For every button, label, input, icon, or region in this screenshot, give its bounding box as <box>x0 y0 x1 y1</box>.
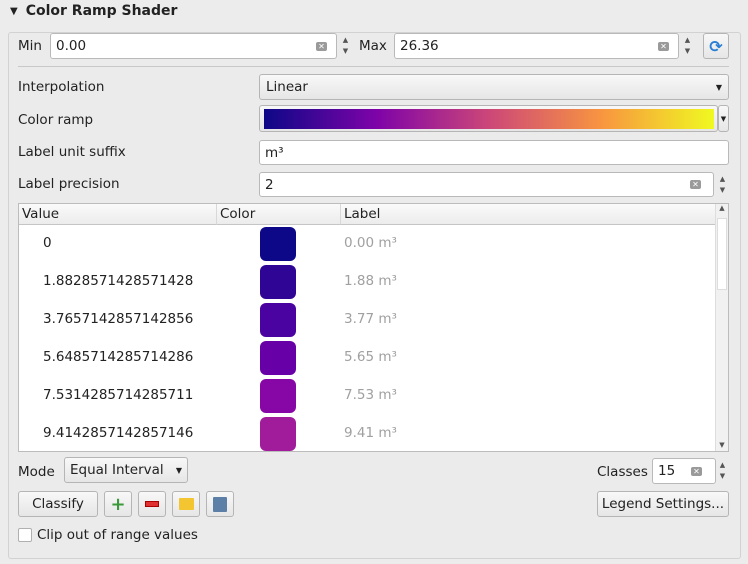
interpolation-value: Linear <box>266 79 308 95</box>
color-ramp-menu[interactable]: ▼ <box>718 105 729 132</box>
clear-icon[interactable]: ✕ <box>690 180 701 189</box>
row-value[interactable]: 7.5314285714285711 <box>43 387 194 403</box>
min-input[interactable]: 0.00 ✕ <box>50 33 337 59</box>
row-value[interactable]: 1.8828571428571428 <box>43 273 194 289</box>
row-label[interactable]: 9.41 m³ <box>344 425 397 441</box>
add-class-button[interactable]: + <box>104 491 132 517</box>
section-title: Color Ramp Shader <box>25 3 178 19</box>
row-value[interactable]: 5.6485714285714286 <box>43 349 194 365</box>
section-header[interactable]: ▼ Color Ramp Shader <box>10 3 177 19</box>
classify-button[interactable]: Classify <box>18 491 98 517</box>
plus-icon: + <box>110 493 126 515</box>
classify-label: Classify <box>32 496 84 512</box>
color-ramp-label: Color ramp <box>18 112 94 128</box>
folder-icon <box>178 498 194 510</box>
precision-spinner[interactable]: ▲ ▼ <box>719 175 726 194</box>
clear-icon[interactable]: ✕ <box>316 42 327 51</box>
interpolation-dropdown[interactable]: Linear ▼ <box>259 74 729 100</box>
header-label[interactable]: Label <box>341 204 716 225</box>
row-value[interactable]: 3.7657142857142856 <box>43 311 194 327</box>
row-label[interactable]: 3.77 m³ <box>344 311 397 327</box>
header-color[interactable]: Color <box>217 204 341 225</box>
save-button[interactable] <box>206 491 234 517</box>
unit-suffix-value: m³ <box>265 144 284 161</box>
precision-input[interactable]: 2 ✕ <box>259 172 714 197</box>
precision-label: Label precision <box>18 176 120 192</box>
table-row[interactable]: 3.7657142857142856 3.77 m³ <box>19 301 716 339</box>
unit-suffix-input[interactable]: m³ <box>259 140 729 165</box>
color-swatch[interactable] <box>260 417 296 451</box>
divider <box>18 66 729 67</box>
collapse-triangle-icon: ▼ <box>10 5 18 17</box>
save-icon <box>213 496 227 512</box>
color-swatch[interactable] <box>260 303 296 337</box>
color-ramp-preview <box>263 108 714 129</box>
clear-icon[interactable]: ✕ <box>691 467 702 476</box>
clear-icon[interactable]: ✕ <box>658 42 669 51</box>
max-spinner[interactable]: ▲ ▼ <box>684 36 691 55</box>
max-label: Max <box>359 38 387 54</box>
scrollbar[interactable]: ▲ ▼ <box>715 204 728 451</box>
unit-suffix-label: Label unit suffix <box>18 144 126 160</box>
max-value: 26.36 <box>400 38 439 54</box>
min-value: 0.00 <box>56 38 87 54</box>
header-value[interactable]: Value <box>19 204 217 225</box>
max-input[interactable]: 26.36 ✕ <box>394 33 679 59</box>
row-label[interactable]: 5.65 m³ <box>344 349 397 365</box>
legend-settings-button[interactable]: Legend Settings... <box>597 491 729 517</box>
table-row[interactable]: 5.6485714285714286 5.65 m³ <box>19 339 716 377</box>
classes-spinner[interactable]: ▲ ▼ <box>719 461 726 480</box>
mode-value: Equal Interval <box>70 462 164 478</box>
classes-label: Classes <box>597 464 648 480</box>
chevron-down-icon: ▼ <box>175 465 182 475</box>
table-row[interactable]: 7.5314285714285711 7.53 m³ <box>19 377 716 415</box>
row-value[interactable]: 9.4142857142857146 <box>43 425 194 441</box>
row-label[interactable]: 7.53 m³ <box>344 387 397 403</box>
scroll-down-icon[interactable]: ▼ <box>719 441 725 449</box>
table-row[interactable]: 0 0.00 m³ <box>19 225 716 263</box>
legend-settings-label: Legend Settings... <box>601 496 725 512</box>
scrollbar-thumb[interactable] <box>717 218 727 290</box>
color-swatch[interactable] <box>260 227 296 261</box>
refresh-button[interactable]: ⟳ <box>703 33 729 59</box>
classes-value: 15 <box>658 463 676 479</box>
table-row[interactable]: 1.8828571428571428 1.88 m³ <box>19 263 716 301</box>
minus-icon <box>145 501 159 507</box>
mode-dropdown[interactable]: Equal Interval ▼ <box>64 457 188 483</box>
classes-input[interactable]: 15 ✕ <box>652 458 716 484</box>
color-ramp-button[interactable] <box>259 105 718 132</box>
precision-value: 2 <box>265 176 274 193</box>
row-label[interactable]: 1.88 m³ <box>344 273 397 289</box>
interpolation-label: Interpolation <box>18 79 105 95</box>
color-swatch[interactable] <box>260 265 296 299</box>
row-label[interactable]: 0.00 m³ <box>344 235 397 251</box>
clip-checkbox[interactable] <box>18 528 32 542</box>
refresh-icon: ⟳ <box>709 36 723 56</box>
row-value[interactable]: 0 <box>43 235 52 251</box>
color-swatch[interactable] <box>260 379 296 413</box>
mode-label: Mode <box>18 464 55 480</box>
remove-class-button[interactable] <box>138 491 166 517</box>
chevron-down-icon: ▼ <box>715 82 722 92</box>
min-spinner[interactable]: ▲ ▼ <box>342 36 349 55</box>
table-row[interactable]: 9.4142857142857146 9.41 m³ <box>19 415 716 453</box>
clip-label[interactable]: Clip out of range values <box>37 527 198 543</box>
color-swatch[interactable] <box>260 341 296 375</box>
min-label: Min <box>18 38 42 54</box>
chevron-down-icon: ▼ <box>720 114 727 123</box>
scroll-up-icon[interactable]: ▲ <box>719 204 725 212</box>
color-table[interactable]: Value Color Label 0 0.00 m³ 1.882857142857… <box>18 203 729 452</box>
load-button[interactable] <box>172 491 200 517</box>
